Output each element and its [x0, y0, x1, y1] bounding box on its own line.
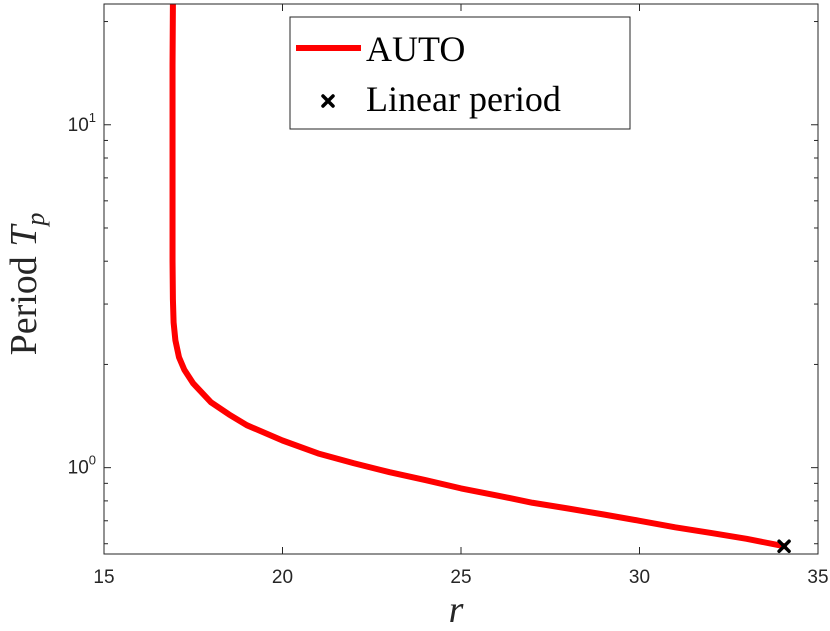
y-tick-label: 101 [68, 110, 96, 136]
x-ticks: 15 20 25 30 35 [93, 4, 829, 588]
y-axis-label-symbol: T [3, 223, 45, 247]
legend-auto-label: AUTO [366, 29, 465, 69]
x-axis-label: r [449, 589, 464, 631]
y-minor-ticks [104, 21, 818, 545]
y-axis-label-text: Period [3, 247, 45, 356]
x-tick-label: 20 [272, 567, 293, 588]
axes-box [103, 3, 819, 555]
y-axis-label-subscript: p [21, 213, 50, 228]
legend: AUTO Linear period [289, 16, 631, 130]
x-tick-label: 30 [629, 567, 650, 588]
x-tick-label: 15 [93, 567, 114, 588]
y-tick-label: 100 [68, 453, 96, 479]
legend-linear-label: Linear period [366, 79, 561, 119]
x-tick-label: 25 [450, 567, 471, 588]
legend-linear-marker [321, 94, 335, 108]
auto-series-line [169, 4, 788, 550]
y-ticks: 100 101 [68, 110, 818, 479]
linear-period-marker [777, 539, 791, 553]
linear-period-point [777, 539, 791, 553]
legend-box [289, 16, 631, 130]
x-tick-label: 35 [807, 567, 828, 588]
y-axis-label: Period Tp [3, 213, 50, 356]
